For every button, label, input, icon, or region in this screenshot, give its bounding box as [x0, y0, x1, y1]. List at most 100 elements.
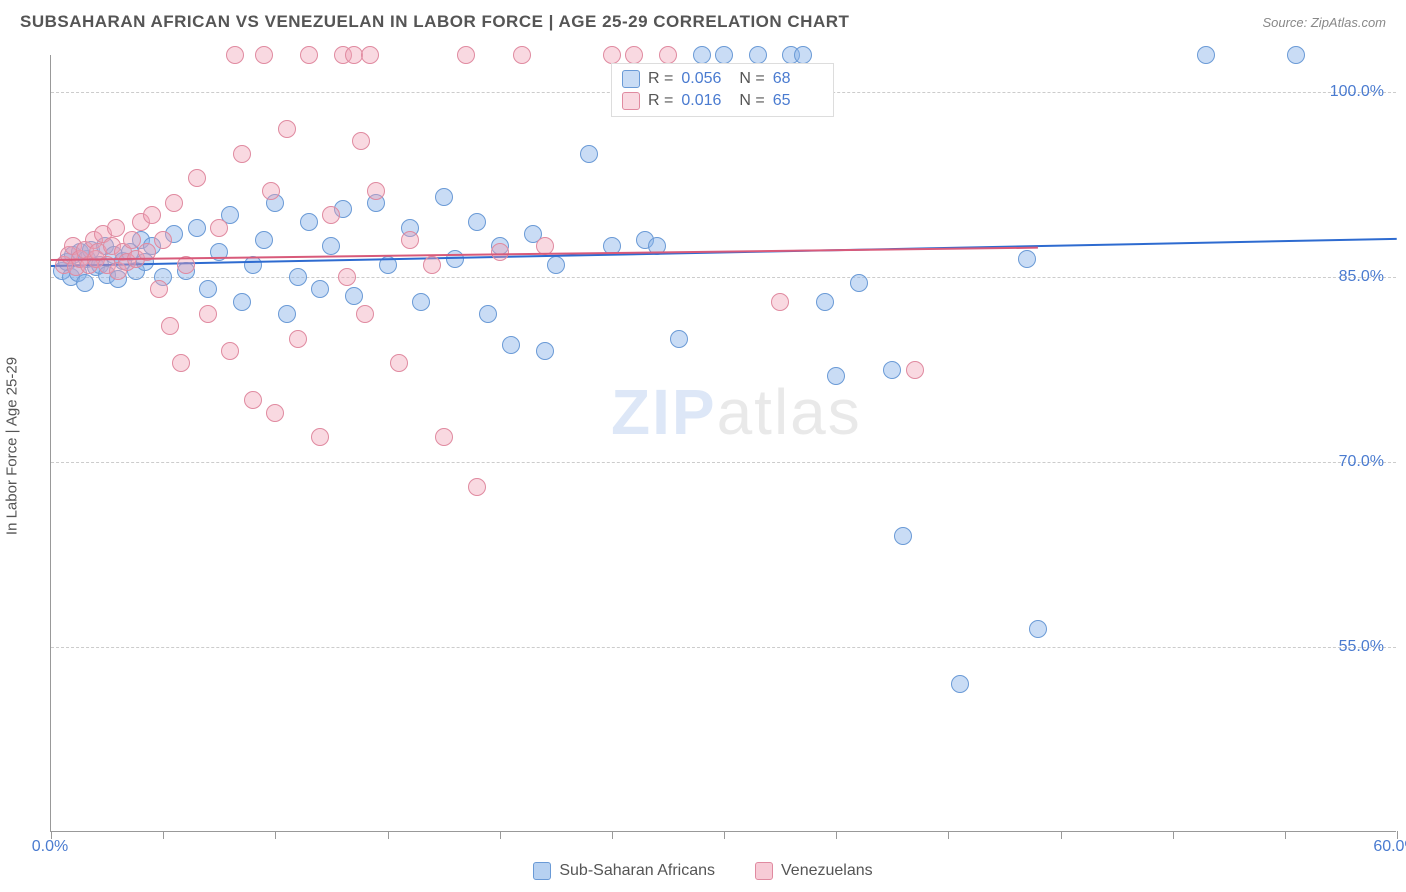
data-point — [361, 46, 379, 64]
data-point — [199, 280, 217, 298]
x-tick — [836, 831, 837, 839]
legend-swatch — [755, 862, 773, 880]
data-point — [165, 194, 183, 212]
legend-swatch — [622, 70, 640, 88]
data-point — [390, 354, 408, 372]
y-tick-label: 55.0% — [1339, 638, 1384, 656]
data-point — [580, 145, 598, 163]
data-point — [749, 46, 767, 64]
gridline — [51, 647, 1396, 648]
data-point — [536, 342, 554, 360]
y-tick-label: 85.0% — [1339, 268, 1384, 286]
data-point — [356, 305, 374, 323]
x-tick — [500, 831, 501, 839]
data-point — [300, 213, 318, 231]
data-point — [289, 330, 307, 348]
data-point — [367, 182, 385, 200]
legend-label: Sub-Saharan Africans — [559, 862, 715, 880]
data-point — [255, 231, 273, 249]
data-point — [883, 361, 901, 379]
data-point — [311, 428, 329, 446]
data-point — [352, 132, 370, 150]
x-tick — [612, 831, 613, 839]
legend-n-label: N = — [739, 92, 764, 110]
legend-r-value: 0.056 — [681, 70, 731, 88]
x-tick — [948, 831, 949, 839]
data-point — [625, 46, 643, 64]
data-point — [513, 46, 531, 64]
data-point — [289, 268, 307, 286]
gridline — [51, 462, 1396, 463]
x-tick — [1173, 831, 1174, 839]
legend-swatch — [533, 862, 551, 880]
legend-item: Venezuelans — [755, 862, 873, 880]
data-point — [1197, 46, 1215, 64]
data-point — [401, 231, 419, 249]
legend-r-label: R = — [648, 70, 673, 88]
x-tick-label: 60.0% — [1373, 838, 1406, 856]
data-point — [827, 367, 845, 385]
x-tick-label: 0.0% — [32, 838, 68, 856]
data-point — [278, 305, 296, 323]
data-point — [693, 46, 711, 64]
data-point — [143, 206, 161, 224]
data-point — [278, 120, 296, 138]
data-point — [1287, 46, 1305, 64]
data-point — [233, 145, 251, 163]
legend-n-label: N = — [739, 70, 764, 88]
data-point — [221, 342, 239, 360]
data-point — [322, 206, 340, 224]
data-point — [345, 287, 363, 305]
data-point — [906, 361, 924, 379]
y-axis-label: In Labor Force | Age 25-29 — [4, 357, 21, 535]
chart-title: SUBSAHARAN AFRICAN VS VENEZUELAN IN LABO… — [20, 12, 849, 32]
data-point — [412, 293, 430, 311]
data-point — [188, 169, 206, 187]
legend-stats-row: R =0.016N =65 — [622, 90, 823, 112]
data-point — [659, 46, 677, 64]
data-point — [1018, 250, 1036, 268]
data-point — [435, 188, 453, 206]
x-tick — [1285, 831, 1286, 839]
data-point — [226, 46, 244, 64]
data-point — [161, 317, 179, 335]
legend-swatch — [622, 92, 640, 110]
legend-r-label: R = — [648, 92, 673, 110]
data-point — [107, 219, 125, 237]
data-point — [300, 46, 318, 64]
data-point — [894, 527, 912, 545]
data-point — [468, 478, 486, 496]
data-point — [547, 256, 565, 274]
data-point — [233, 293, 251, 311]
data-point — [423, 256, 441, 274]
data-point — [715, 46, 733, 64]
scatter-chart: ZIPatlas 55.0%70.0%85.0%100.0%R =0.056N … — [50, 55, 1396, 832]
data-point — [255, 46, 273, 64]
data-point — [502, 336, 520, 354]
source-attribution: Source: ZipAtlas.com — [1262, 15, 1386, 30]
legend-stats-row: R = 0.056 N = 68 — [622, 68, 823, 90]
y-tick-label: 70.0% — [1339, 453, 1384, 471]
data-point — [266, 404, 284, 422]
legend-item: Sub-Saharan Africans — [533, 862, 715, 880]
chart-header: SUBSAHARAN AFRICAN VS VENEZUELAN IN LABO… — [0, 0, 1406, 40]
x-tick — [388, 831, 389, 839]
data-point — [188, 219, 206, 237]
data-point — [670, 330, 688, 348]
data-point — [311, 280, 329, 298]
legend-bottom: Sub-Saharan Africans Venezuelans — [0, 862, 1406, 880]
data-point — [210, 219, 228, 237]
data-point — [154, 231, 172, 249]
x-tick — [275, 831, 276, 839]
x-tick — [163, 831, 164, 839]
data-point — [603, 46, 621, 64]
data-point — [435, 428, 453, 446]
legend-n-value: 68 — [773, 70, 823, 88]
data-point — [150, 280, 168, 298]
x-tick — [724, 831, 725, 839]
data-point — [850, 274, 868, 292]
data-point — [123, 231, 141, 249]
legend-r-value: 0.016 — [681, 92, 731, 110]
data-point — [322, 237, 340, 255]
data-point — [816, 293, 834, 311]
